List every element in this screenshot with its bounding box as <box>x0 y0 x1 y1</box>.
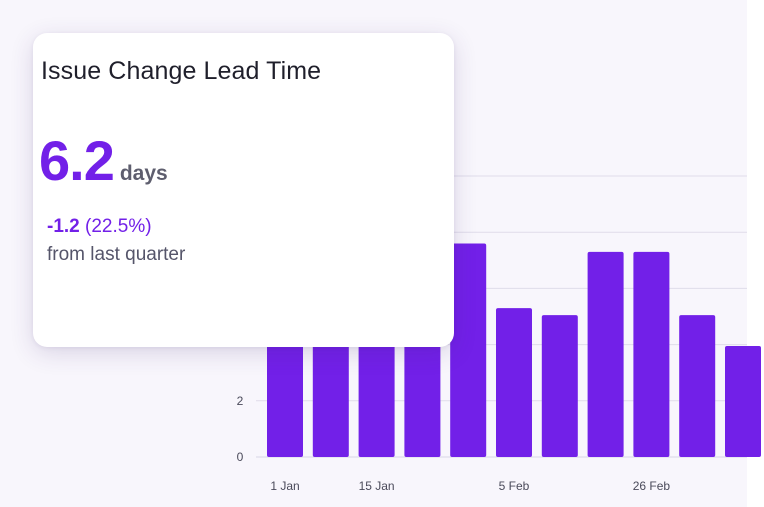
delta-percent: (22.5%) <box>85 216 152 237</box>
bar[interactable] <box>358 344 395 457</box>
y-tick-label: 0 <box>237 450 244 464</box>
bar[interactable] <box>404 344 441 457</box>
bar[interactable] <box>450 243 487 457</box>
metric-value: 6.2 <box>39 129 115 192</box>
metric-display: 6.2 days <box>39 128 168 193</box>
x-tick-label: 1 Jan <box>270 479 299 493</box>
y-tick-label: 2 <box>237 394 244 408</box>
bar[interactable] <box>312 344 349 457</box>
delta-line: -1.2 (22.5%) <box>47 216 152 238</box>
bar[interactable] <box>541 315 578 457</box>
bar[interactable] <box>496 308 532 457</box>
metric-unit: days <box>119 162 168 185</box>
bar[interactable] <box>633 251 670 457</box>
comparison-text: from last quarter <box>47 244 186 265</box>
x-tick-label: 26 Feb <box>633 479 671 493</box>
card-title: Issue Change Lead Time <box>41 57 322 85</box>
metric-card <box>33 33 454 347</box>
bar[interactable] <box>587 251 624 457</box>
bar[interactable] <box>267 344 303 457</box>
x-tick-label: 5 Feb <box>499 479 530 493</box>
x-tick-label: 15 Jan <box>359 479 395 493</box>
delta-value: -1.2 <box>47 216 80 237</box>
bar[interactable] <box>679 315 716 457</box>
bar[interactable] <box>725 346 761 457</box>
